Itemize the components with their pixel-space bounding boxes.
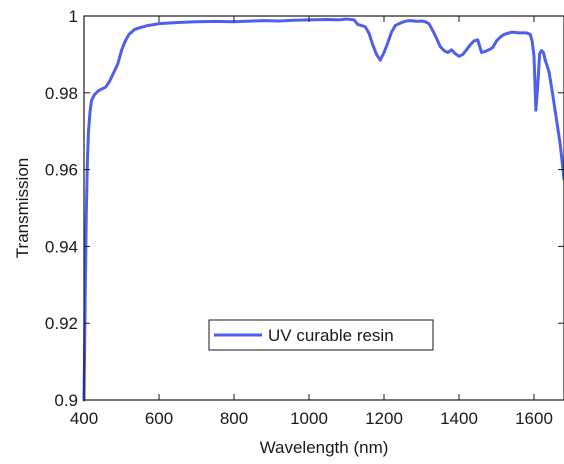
series-line-uv-curable-resin bbox=[82, 17, 564, 402]
plot-frame bbox=[83, 15, 564, 401]
x-tick-label: 1600 bbox=[515, 409, 553, 428]
y-tick-label: 0.98 bbox=[45, 84, 78, 103]
label-layer: 400 600 800 1000 1200 1400 1600 0.9 0.92 0.94 0.96… bbox=[45, 7, 553, 428]
legend-label-uv-curable-resin: UV curable resin bbox=[268, 326, 394, 345]
x-tick-label: 1000 bbox=[290, 409, 328, 428]
y-tick-label: 0.94 bbox=[45, 237, 78, 256]
x-axis-title: Wavelength (nm) bbox=[260, 438, 389, 457]
y-tick-label: 0.92 bbox=[45, 314, 78, 333]
y-tick-label: 0.9 bbox=[54, 391, 78, 410]
x-tick-label: 1400 bbox=[440, 409, 478, 428]
x-tick-label: 400 bbox=[70, 409, 98, 428]
y-axis-title: Transmission bbox=[13, 158, 32, 258]
x-tick-label: 600 bbox=[145, 409, 173, 428]
x-tick-label: 1200 bbox=[365, 409, 403, 428]
series-layer bbox=[82, 17, 564, 402]
tick-layer bbox=[83, 15, 564, 401]
y-tick-label: 0.96 bbox=[45, 161, 78, 180]
y-tick-label: 1 bbox=[69, 7, 78, 26]
legend: UV curable resin bbox=[208, 319, 434, 351]
x-tick-label: 800 bbox=[220, 409, 248, 428]
